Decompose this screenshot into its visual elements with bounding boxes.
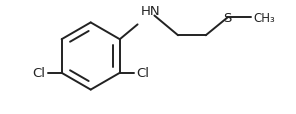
Text: HN: HN — [141, 5, 160, 18]
Text: CH₃: CH₃ — [253, 12, 275, 25]
Text: Cl: Cl — [136, 67, 149, 80]
Text: S: S — [223, 12, 232, 25]
Text: Cl: Cl — [32, 67, 45, 80]
